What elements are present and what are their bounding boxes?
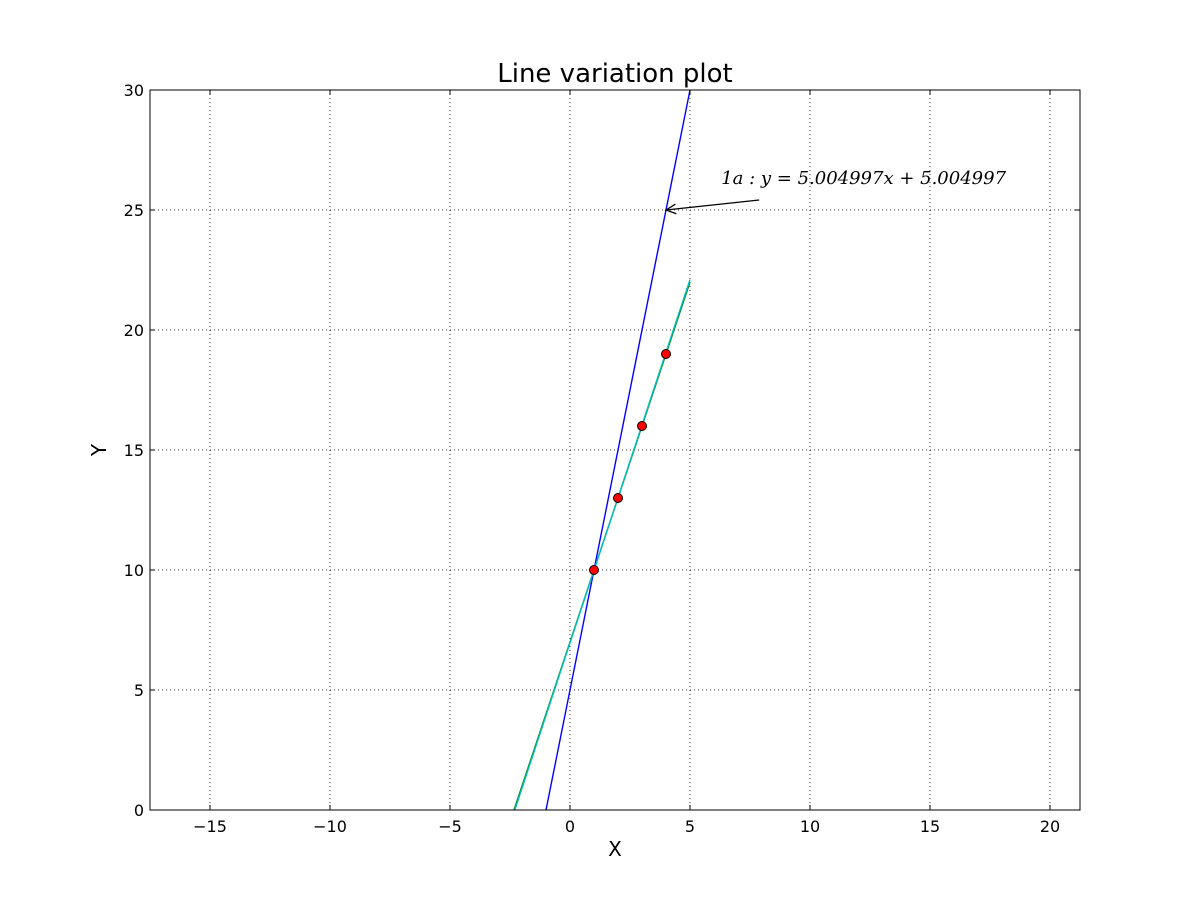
y-tick-label: 10: [124, 561, 144, 580]
scatter-point: [637, 421, 647, 431]
series-line-3: [514, 279, 691, 811]
series-line-1: [545, 89, 691, 811]
x-tick-label: −15: [193, 817, 227, 836]
y-tick-label: 20: [124, 321, 144, 340]
scatter-point: [661, 349, 671, 359]
x-tick-label: 0: [565, 817, 575, 836]
x-tick-label: 5: [685, 817, 695, 836]
annotation-arrow: [665, 199, 760, 211]
x-tick-label: −10: [313, 817, 347, 836]
y-tick-label: 0: [134, 801, 144, 820]
y-tick-label: 15: [124, 441, 144, 460]
chart-title: Line variation plot: [497, 59, 733, 89]
x-axis-label: X: [608, 837, 622, 861]
annotation-arrowhead: [664, 203, 677, 215]
x-tick-label: 10: [800, 817, 820, 836]
y-tick-label: 5: [134, 681, 144, 700]
grid-lines: [150, 89, 1080, 811]
tick-labels: −15 −10 −5 0 5 10 15 20 0 5 10 15 20 25 30: [124, 81, 1061, 836]
y-tick-label: 30: [124, 81, 144, 100]
x-tick-label: 20: [1040, 817, 1060, 836]
y-tick-label: 25: [124, 201, 144, 220]
x-tick-label: −5: [438, 817, 462, 836]
scatter-point: [589, 565, 599, 575]
y-axis-label: Y: [87, 443, 111, 457]
tick-marks: [150, 89, 1080, 811]
annotation-text: 1a : y = 5.004997x + 5.004997: [721, 168, 1006, 189]
x-tick-label: 15: [920, 817, 940, 836]
scatter-point: [613, 493, 623, 503]
annotation-layer: 1a : y = 5.004997x + 5.004997: [664, 168, 1007, 215]
